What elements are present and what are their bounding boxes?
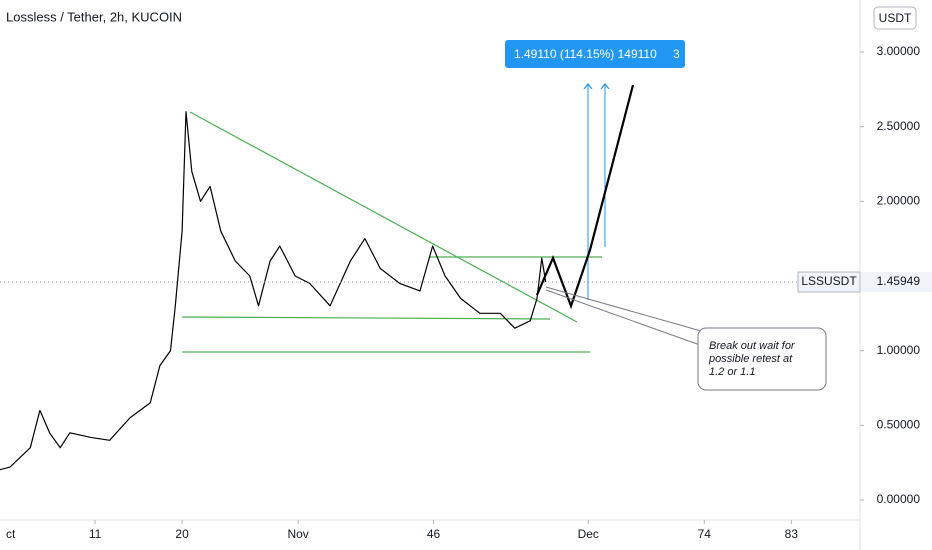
- x-tick-label: ct: [6, 527, 16, 541]
- y-tick-label: 1.00000: [877, 343, 921, 357]
- trend-line: [189, 111, 578, 323]
- x-tick-label: 46: [427, 527, 441, 541]
- currency-box[interactable]: [873, 6, 917, 30]
- currency: USDT: [879, 11, 912, 25]
- measure-tail: 3: [673, 47, 680, 61]
- projection-path: [535, 84, 635, 310]
- support-line: [181, 316, 551, 320]
- measure-label: 1.49110 (114.15%) 149110: [514, 47, 657, 61]
- chart-title: Lossless / Tether, 2h, KUCOIN: [6, 9, 182, 24]
- callout-pointer: [545, 289, 701, 346]
- y-tick-label: 0.50000: [877, 417, 921, 431]
- y-tick-label: 2.50000: [877, 119, 921, 133]
- y-tick-label: 3.00000: [877, 44, 921, 58]
- x-tick-label: 83: [785, 527, 799, 541]
- price-line: [0, 111, 547, 471]
- price-tag: [861, 272, 932, 293]
- price-tag-label: 1.45949: [877, 274, 921, 288]
- callout-pointer: [545, 286, 709, 334]
- plot-area: [0, 84, 860, 471]
- y-tick-label: 0.00000: [877, 492, 921, 506]
- x-tick-label: Nov: [287, 527, 308, 541]
- x-tick-label: 20: [175, 527, 189, 541]
- x-tick-label: 11: [89, 527, 102, 541]
- trend-lines: [181, 111, 602, 353]
- callout-box: [697, 327, 827, 391]
- callout-text: possible retest at: [708, 353, 793, 365]
- x-tick-label: Dec: [578, 527, 599, 541]
- symbol-tag: [797, 271, 861, 293]
- symbol-tag-label: LSSUSDT: [801, 274, 857, 288]
- x-tick-label: 74: [698, 527, 712, 541]
- y-tick-label: 2.00000: [877, 193, 921, 207]
- measure-box: [505, 40, 685, 68]
- callout-text: 1.2 or 1.1: [709, 366, 755, 378]
- callout-text: Break out wait for: [709, 340, 796, 352]
